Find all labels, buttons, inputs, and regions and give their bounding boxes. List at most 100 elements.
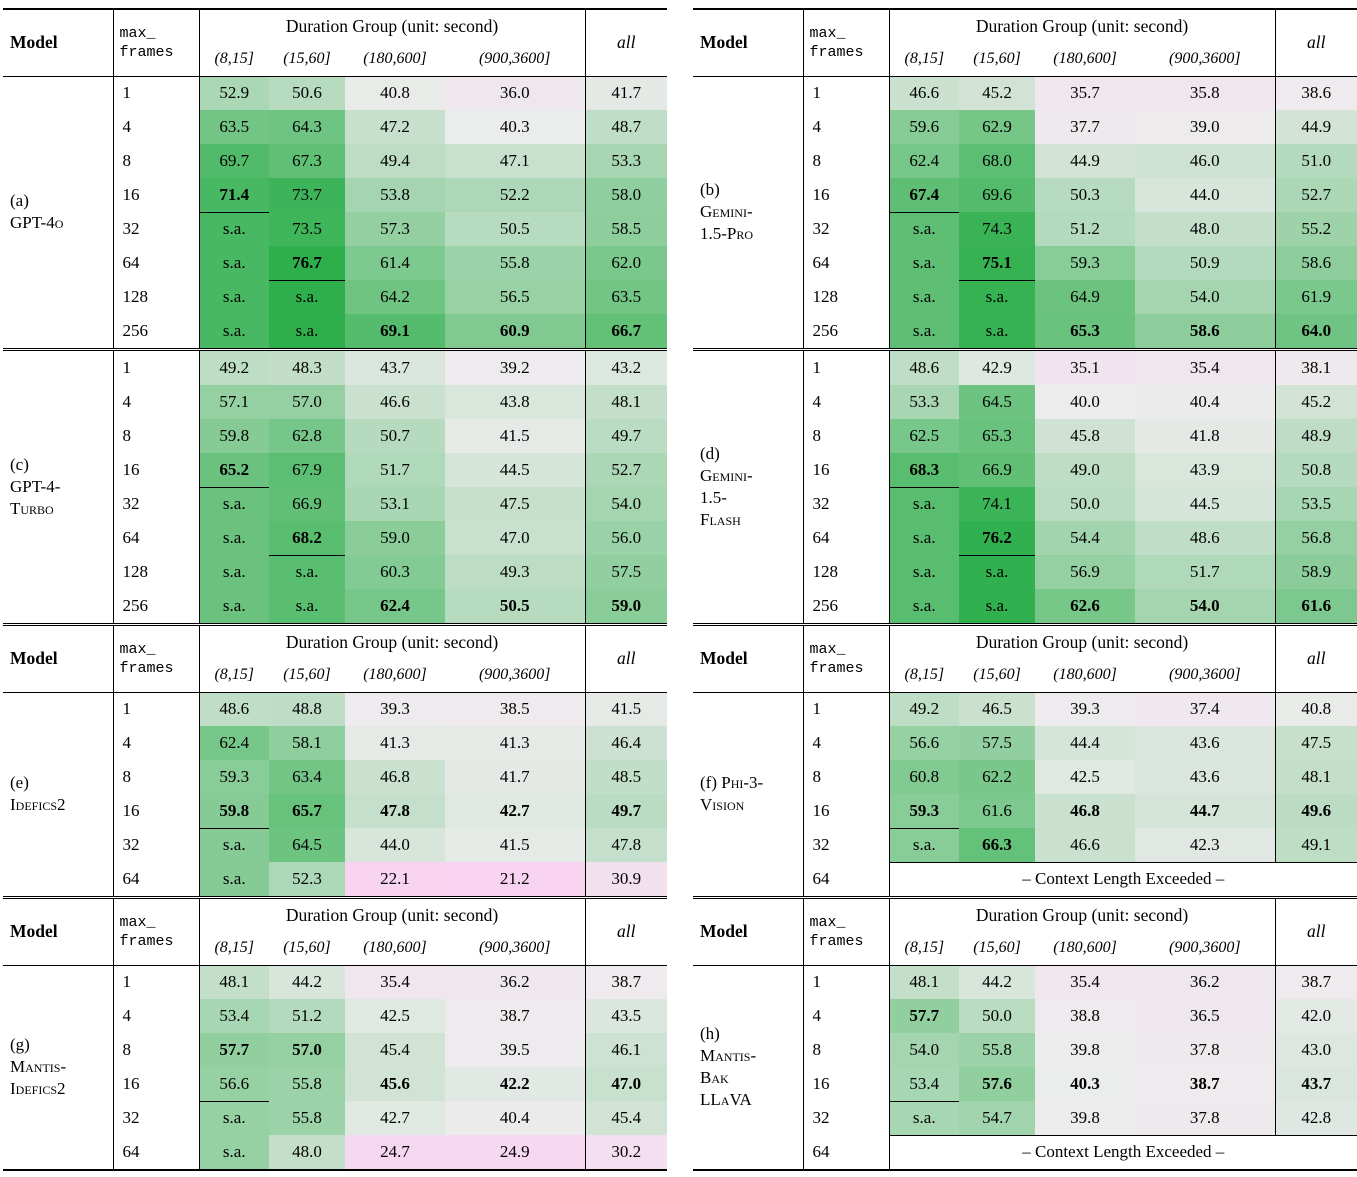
model-label-line: GPT-4o xyxy=(10,212,110,234)
score-cell: 38.7 xyxy=(1275,965,1357,999)
max-frames-value: 16 xyxy=(803,453,890,487)
score-cell: 64.2 xyxy=(345,280,445,314)
model-label-name: Flash xyxy=(700,510,741,529)
model-label-name: Mantis- xyxy=(10,1057,67,1077)
score-cell: s.a. xyxy=(959,554,1036,589)
score-cell: 45.6 xyxy=(345,1067,445,1101)
column-header-model: Model xyxy=(3,626,114,693)
model-label-a: (a) GPT-4o xyxy=(3,76,114,348)
table-row: 8 62.4 68.0 44.9 46.0 51.0 xyxy=(693,144,1357,178)
table-row: 8 59.8 62.8 50.7 41.5 49.7 xyxy=(3,419,668,453)
score-cell: s.a. xyxy=(199,211,269,246)
score-cell: 61.4 xyxy=(345,246,445,280)
results-table-a: Model max_ frames Duration Group (unit: sec… xyxy=(3,10,668,348)
max-frames-value: 8 xyxy=(803,419,890,453)
column-header-all: all xyxy=(585,626,668,693)
score-cell: 49.1 xyxy=(1275,828,1357,862)
score-cell: 48.6 xyxy=(199,692,269,726)
max-frames-value: 1 xyxy=(803,965,890,999)
column-header-duration-range: (180,600] xyxy=(345,43,445,77)
table-header: Model max_ frames Duration Group (unit: sec… xyxy=(3,626,668,693)
score-cell: 74.1 xyxy=(959,487,1036,521)
max-frames-line-1: max_ xyxy=(809,640,846,658)
results-left-column: Model max_ frames Duration Group (unit: sec… xyxy=(3,8,668,1171)
score-cell: 39.0 xyxy=(1135,110,1276,144)
score-cell: s.a. xyxy=(199,314,269,348)
table-row: 32 s.a. 66.9 53.1 47.5 54.0 xyxy=(3,486,668,521)
model-label-line: Idefics2 xyxy=(10,794,110,816)
score-cell: 39.5 xyxy=(445,1033,586,1067)
score-cell: 42.5 xyxy=(1035,760,1136,794)
model-label-line: Gemini- xyxy=(700,201,800,223)
score-cell: 57.1 xyxy=(199,385,269,419)
score-cell: 69.1 xyxy=(345,314,445,348)
model-label-line: Bak xyxy=(700,1067,800,1089)
max-frames-value: 32 xyxy=(803,1101,890,1135)
score-cell: s.a. xyxy=(889,486,960,521)
table-row: (e) Idefics2 1 48.6 48.8 39.3 38.5 41.5 xyxy=(3,692,668,896)
max-frames-value: 1 xyxy=(803,692,890,726)
column-header-duration-range: (8,15] xyxy=(199,43,269,77)
score-cell: s.a. xyxy=(199,555,269,589)
score-cell: 60.8 xyxy=(889,760,960,794)
score-cell: s.a. xyxy=(199,486,269,521)
score-cell: 67.3 xyxy=(269,144,345,178)
score-cell: 43.5 xyxy=(585,999,668,1033)
score-cell: 59.8 xyxy=(199,419,269,453)
model-label-c: (c) GPT-4- Turbo xyxy=(3,351,114,623)
score-cell: s.a. xyxy=(889,589,960,623)
score-cell: s.a. xyxy=(959,314,1036,348)
score-cell: 39.8 xyxy=(1035,1101,1136,1135)
max-frames-value: 256 xyxy=(113,589,200,623)
score-cell: 71.4 xyxy=(199,178,269,212)
score-cell: 39.3 xyxy=(1035,692,1136,726)
score-cell: 69.6 xyxy=(959,178,1036,212)
score-cell: 59.3 xyxy=(1035,246,1136,280)
score-cell: 42.5 xyxy=(345,999,445,1033)
score-cell: 40.4 xyxy=(1135,385,1276,419)
score-cell: 43.9 xyxy=(1135,453,1276,487)
table-block-f: Model max_ frames Duration Group (unit: sec… xyxy=(693,623,1357,896)
model-label-line: 1.5- xyxy=(700,487,800,509)
model-label-name: Vision xyxy=(700,795,745,815)
score-cell: 42.0 xyxy=(1275,999,1357,1033)
model-label-name: Phi-3- xyxy=(721,773,764,793)
score-cell: 37.8 xyxy=(1135,1033,1276,1067)
score-cell: s.a. xyxy=(959,589,1036,623)
score-cell: 40.3 xyxy=(1035,1067,1136,1101)
model-label-line: (h) xyxy=(700,1023,800,1045)
score-cell: 45.4 xyxy=(345,1033,445,1067)
score-cell: 37.4 xyxy=(1135,692,1276,726)
table-row: (h) Mantis- Bak LLaVA 1 48.1 44.2 35.4 36.2 38.7 xyxy=(693,965,1357,1169)
score-cell: 35.1 xyxy=(1035,351,1136,385)
score-cell: 41.3 xyxy=(445,726,586,760)
score-cell: 43.6 xyxy=(1135,726,1276,760)
score-cell: 74.3 xyxy=(959,212,1036,246)
score-cell: 54.7 xyxy=(959,1101,1036,1135)
table-header: Model max_ frames Duration Group (unit: sec… xyxy=(693,626,1357,693)
column-header-duration-range: (900,3600] xyxy=(1135,43,1276,77)
score-cell: 44.4 xyxy=(1035,726,1136,760)
score-cell: 35.4 xyxy=(1135,351,1276,385)
table-row: 4 57.1 57.0 46.6 43.8 48.1 xyxy=(3,385,668,419)
score-cell: 57.7 xyxy=(199,1033,269,1067)
table-body: (g) Mantis- Idefics2 1 48.1 44.2 35.4 36.2 38.7 4… xyxy=(3,965,668,1169)
score-cell: 43.7 xyxy=(1275,1067,1357,1101)
score-cell: 49.2 xyxy=(889,692,960,726)
score-cell: 36.2 xyxy=(445,965,586,999)
table-row: 64 s.a. 75.1 59.3 50.9 58.6 xyxy=(693,246,1357,280)
score-cell: 51.7 xyxy=(1135,555,1276,589)
score-cell: 50.3 xyxy=(1035,178,1136,212)
score-cell: 57.7 xyxy=(889,999,960,1033)
score-cell: 44.5 xyxy=(1135,487,1276,521)
table-row: (f) Phi-3- Vision 1 49.2 46.5 39.3 37.4 40.8 xyxy=(693,692,1357,896)
score-cell: 56.0 xyxy=(585,521,668,555)
table-block-a: Model max_ frames Duration Group (unit: sec… xyxy=(3,10,668,348)
column-header-duration-range: (8,15] xyxy=(889,659,960,693)
score-cell: 56.9 xyxy=(1035,555,1136,589)
score-cell: 54.4 xyxy=(1035,521,1136,555)
max-frames-value: 64 xyxy=(113,862,200,896)
model-label-name: 1.5- xyxy=(700,488,727,507)
score-cell: 43.0 xyxy=(1275,1033,1357,1067)
